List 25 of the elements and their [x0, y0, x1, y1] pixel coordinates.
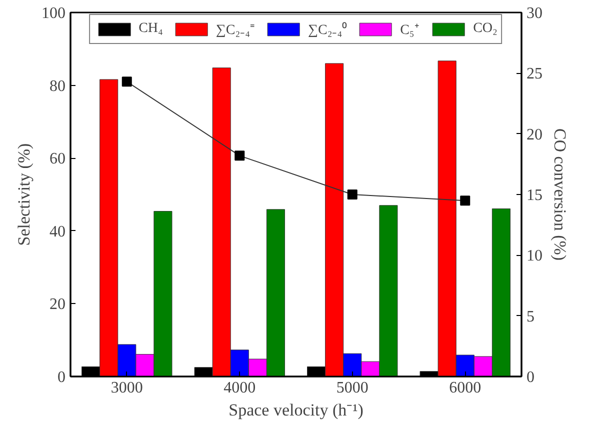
legend-label: ∑C₂₋₄⁰	[308, 21, 348, 39]
legend-label: CO₂	[473, 21, 498, 37]
x-tick-label: 5000	[336, 380, 368, 396]
y2-axis-title: CO conversion (%)	[550, 128, 570, 261]
y-tick-label: 40	[50, 223, 66, 240]
x-axis-title: Space velocity (h⁻¹)	[228, 400, 364, 420]
y-tick-label: 100	[42, 5, 66, 22]
x-tick-label: 3000	[110, 380, 143, 396]
y2-tick-label: 10	[526, 248, 542, 265]
legend-label: ∑C₂₋₄⁼	[216, 22, 255, 39]
x-tick-label: 4000	[224, 380, 256, 396]
y2-tick-label: 0	[526, 369, 534, 386]
y-tick-label: 60	[50, 150, 66, 168]
y2-tick-label: 20	[526, 126, 542, 144]
y-tick-label: 20	[50, 296, 66, 314]
y-tick-label: 80	[50, 78, 66, 95]
y-tick-label: 0	[58, 369, 66, 386]
y2-tick-label: 15	[526, 187, 542, 204]
y-axis-title: Selectivity (%)	[14, 143, 34, 246]
y2-tick-label: 25	[526, 66, 542, 83]
legend-label: CH₄	[138, 21, 163, 37]
y2-tick-label: 30	[526, 5, 542, 22]
legend-label: C₅⁺	[400, 22, 420, 39]
x-tick-label: 6000	[449, 380, 482, 396]
y2-tick-label: 5	[526, 308, 534, 326]
